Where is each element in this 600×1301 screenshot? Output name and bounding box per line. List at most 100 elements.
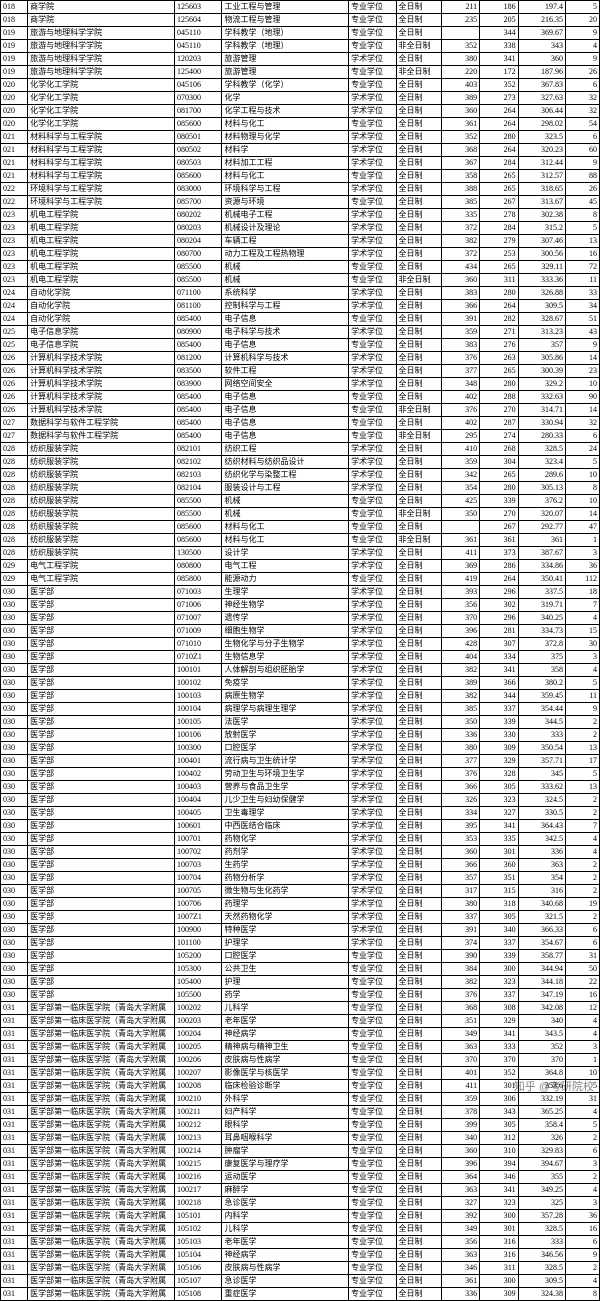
cell: 045110: [175, 40, 222, 53]
cell: 276: [480, 339, 518, 352]
cell: 307.46: [518, 235, 565, 248]
cell: 329: [480, 1015, 518, 1028]
cell: 妇产科学: [222, 1106, 349, 1119]
cell: 电子科学与技术: [222, 326, 349, 339]
cell: 全日制: [396, 807, 441, 820]
cell: 专业学位: [349, 963, 396, 976]
cell: 313.23: [518, 326, 565, 339]
cell: 326: [441, 794, 479, 807]
cell: 学术学位: [349, 599, 396, 612]
cell: 全日制: [396, 1275, 441, 1288]
cell: 305: [480, 781, 518, 794]
cell: 434: [441, 261, 479, 274]
table-row: 031医学部第一临床医学院（青岛大学附属100217麻醉学专业学位全日制3633…: [1, 1184, 600, 1197]
cell: 环境科学与工程学院: [28, 183, 175, 196]
table-row: 023机电工程学院080202机械电子工程学术学位全日制335278302.38…: [1, 209, 600, 222]
cell: 专业学位: [349, 79, 396, 92]
cell: 020: [1, 79, 28, 92]
cell: 264: [480, 105, 518, 118]
cell: 030: [1, 638, 28, 651]
cell: 1: [566, 534, 600, 547]
cell: 医学部第一临床医学院（青岛大学附属: [28, 1145, 175, 1158]
table-row: 020化学化工学院081700化学工程与技术学术学位全日制360264306.4…: [1, 105, 600, 118]
table-row: 028纺织服装学院082103纺织化学与染整工程学术学位全日制342265289…: [1, 469, 600, 482]
table-row: 024自动化学院085400电子信息专业学位全日制391282328.6751: [1, 313, 600, 326]
cell: 030: [1, 755, 28, 768]
cell: 100105: [175, 716, 222, 729]
table-row: 030医学部100101人体解剖与组织胚胎学学术学位全日制3823413584: [1, 664, 600, 677]
cell: 337: [480, 703, 518, 716]
cell: 全日制: [396, 339, 441, 352]
cell: 学术学位: [349, 560, 396, 573]
cell: 专业学位: [349, 976, 396, 989]
cell: 045110: [175, 27, 222, 40]
cell: 301: [480, 846, 518, 859]
cell: 全日制: [396, 469, 441, 482]
cell: 11: [566, 690, 600, 703]
table-row: 030医学部100104病理学与病理生理学学术学位全日制385337354.44…: [1, 703, 600, 716]
cell: 385: [441, 196, 479, 209]
cell: 计算机科学技术学院: [28, 391, 175, 404]
cell: 专业学位: [349, 495, 396, 508]
cell: 全日制: [396, 924, 441, 937]
cell: 旅游管理: [222, 53, 349, 66]
cell: 材料科学与工程学院: [28, 144, 175, 157]
table-row: 028纺织服装学院082104服装设计与工程学术学位全日制354280305.1…: [1, 482, 600, 495]
cell: 机电工程学院: [28, 274, 175, 287]
cell: 流行病与卫生统计学: [222, 755, 349, 768]
cell: 085400: [175, 339, 222, 352]
table-row: 030医学部100900特种医学学术学位全日制391340366.336: [1, 924, 600, 937]
cell: 347.19: [518, 989, 565, 1002]
cell: 生物信息学: [222, 651, 349, 664]
cell: 316: [480, 1236, 518, 1249]
cell: 5: [566, 222, 600, 235]
cell: 321.5: [518, 911, 565, 924]
cell: 全日制: [396, 885, 441, 898]
table-row: 031医学部第一临床医学院（青岛大学附属105104神经病学专业学位全日制363…: [1, 1249, 600, 1262]
cell: 267: [480, 521, 518, 534]
cell: 302.38: [518, 209, 565, 222]
cell: 医学部第一临床医学院（青岛大学附属: [28, 1119, 175, 1132]
cell: 天然药物化学: [222, 911, 349, 924]
cell: 全日制: [396, 196, 441, 209]
cell: 全日制: [396, 183, 441, 196]
cell: 340: [518, 1015, 565, 1028]
cell: 材料科学与工程学院: [28, 170, 175, 183]
cell: 旅游与地理科学学院: [28, 40, 175, 53]
table-row: 028纺织服装学院082102纺织材料与纺织品设计学术学位全日制35930432…: [1, 456, 600, 469]
table-row: 030医学部100701药物化学学术学位全日制353335342.54: [1, 833, 600, 846]
cell: 387.67: [518, 547, 565, 560]
cell: 纺织服装学院: [28, 456, 175, 469]
cell: 100203: [175, 1015, 222, 1028]
cell: 机电工程学院: [28, 222, 175, 235]
cell: 319.71: [518, 599, 565, 612]
cell: 125400: [175, 66, 222, 79]
cell: 019: [1, 53, 28, 66]
cell: 生药学: [222, 859, 349, 872]
cell: 专业学位: [349, 1145, 396, 1158]
cell: 030: [1, 872, 28, 885]
cell: 14: [566, 404, 600, 417]
cell: 305.13: [518, 482, 565, 495]
cell: 专业学位: [349, 1158, 396, 1171]
cell: 医学部第一临床医学院（青岛大学附属: [28, 1171, 175, 1184]
cell: 学术学位: [349, 365, 396, 378]
cell: 动力工程及工程热物理: [222, 248, 349, 261]
cell: 医学部: [28, 950, 175, 963]
cell: 34: [566, 300, 600, 313]
cell: 071003: [175, 586, 222, 599]
cell: 全日制: [396, 729, 441, 742]
cell: 肿瘤学: [222, 1145, 349, 1158]
cell: 100208: [175, 1080, 222, 1093]
cell: 356: [441, 599, 479, 612]
cell: 020: [1, 118, 28, 131]
cell: 105101: [175, 1210, 222, 1223]
cell: 281: [480, 625, 518, 638]
cell: 学术学位: [349, 326, 396, 339]
cell: 6: [566, 1236, 600, 1249]
cell: 医学部: [28, 989, 175, 1002]
cell: 100207: [175, 1067, 222, 1080]
table-row: 026计算机科学技术学院085400电子信息专业学位非全日制376270314.…: [1, 404, 600, 417]
cell: 396: [441, 625, 479, 638]
cell: 影像医学与核医学: [222, 1067, 349, 1080]
